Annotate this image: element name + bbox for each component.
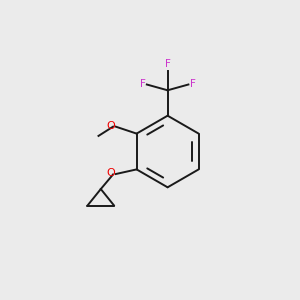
Text: O: O [106,121,115,131]
Text: F: F [140,79,146,89]
Text: O: O [106,168,115,178]
Text: F: F [190,79,195,89]
Text: F: F [165,59,170,70]
